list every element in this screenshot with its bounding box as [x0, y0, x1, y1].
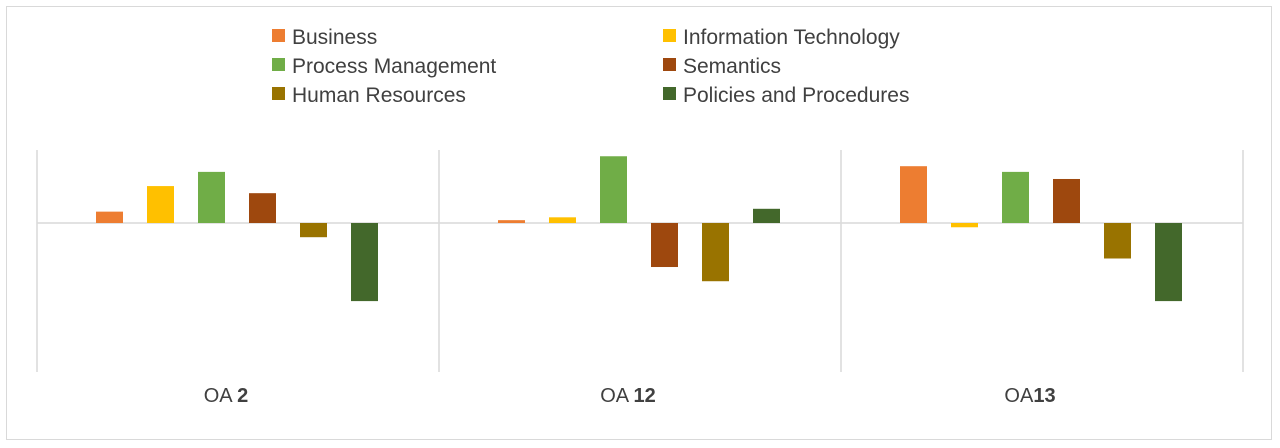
bar — [300, 223, 327, 238]
legend-swatch — [272, 87, 285, 100]
bar — [1155, 223, 1182, 302]
bar — [753, 208, 780, 223]
bar — [198, 171, 225, 223]
bar — [900, 166, 927, 223]
bar — [600, 156, 627, 223]
bar — [651, 223, 678, 268]
bar — [1104, 223, 1131, 259]
legend-swatch — [663, 87, 676, 100]
bar — [147, 186, 174, 223]
legend-label: Human Resources — [292, 84, 466, 107]
category-label: OA13 — [1004, 385, 1055, 407]
bar — [549, 217, 576, 223]
legend-label: Semantics — [683, 55, 781, 78]
bar — [351, 223, 378, 302]
category-label: OA 12 — [600, 385, 656, 407]
legend-swatch — [272, 29, 285, 42]
bar — [1053, 178, 1080, 223]
legend-label: Information Technology — [683, 26, 900, 49]
bar — [249, 193, 276, 223]
category-label: OA 2 — [204, 385, 248, 407]
bar — [1002, 171, 1029, 223]
legend-swatch — [663, 58, 676, 71]
legend-label: Process Management — [292, 55, 496, 78]
bar — [702, 223, 729, 282]
bar — [951, 223, 978, 228]
bar — [96, 211, 123, 223]
legend-label: Business — [292, 26, 377, 49]
bar — [498, 220, 525, 223]
legend-swatch — [663, 29, 676, 42]
legend-label: Policies and Procedures — [683, 84, 909, 107]
legend-swatch — [272, 58, 285, 71]
